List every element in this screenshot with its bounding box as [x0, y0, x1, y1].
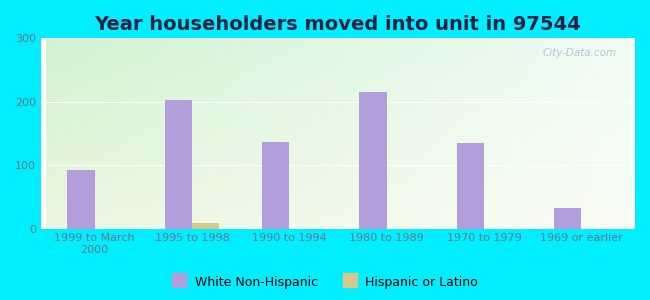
Bar [164, 100, 192, 229]
Bar [262, 142, 289, 229]
Bar [192, 224, 219, 229]
Bar [359, 92, 387, 229]
Text: City-Data.com: City-Data.com [543, 48, 618, 58]
Legend: White Non-Hispanic, Hispanic or Latino: White Non-Hispanic, Hispanic or Latino [167, 271, 483, 294]
Bar [68, 169, 94, 229]
Title: Year householders moved into unit in 97544: Year householders moved into unit in 975… [95, 15, 581, 34]
Bar [457, 143, 484, 229]
Bar [554, 208, 582, 229]
